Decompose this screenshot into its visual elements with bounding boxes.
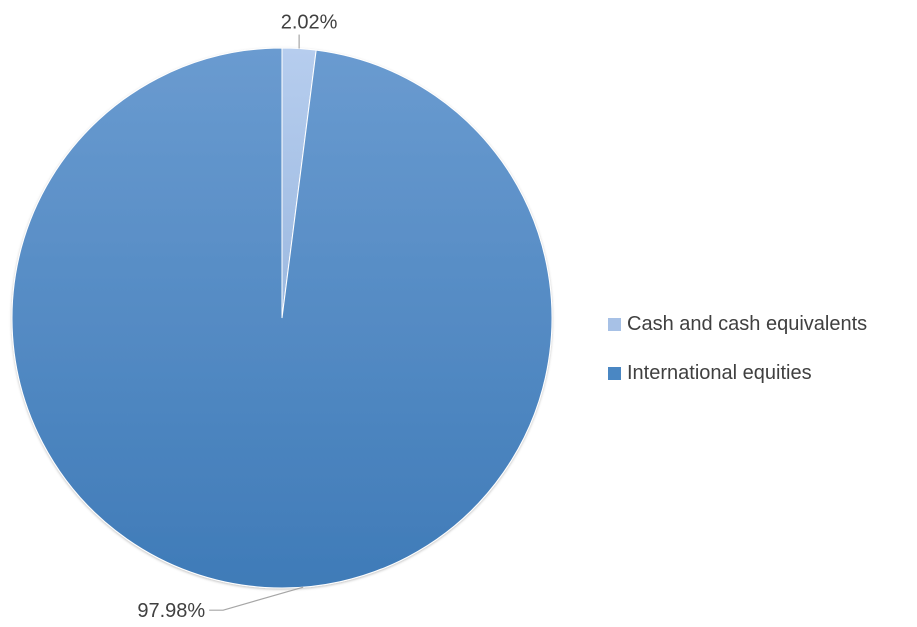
leader-line-international-equities bbox=[209, 586, 304, 611]
legend-label-cash: Cash and cash equivalents bbox=[627, 312, 868, 335]
pie-slice-international-equities bbox=[11, 47, 553, 589]
legend: Cash and cash equivalents International … bbox=[608, 310, 913, 408]
legend-item-cash: Cash and cash equivalents bbox=[608, 310, 913, 338]
legend-swatch-international-equities bbox=[608, 366, 621, 380]
legend-item-international-equities: International equities bbox=[608, 359, 913, 387]
data-label-international-equities: 97.98% bbox=[137, 600, 205, 622]
legend-swatch-cash bbox=[608, 317, 621, 331]
data-label-cash: 2.02% bbox=[281, 12, 338, 34]
legend-label-international-equities: International equities bbox=[627, 361, 812, 384]
